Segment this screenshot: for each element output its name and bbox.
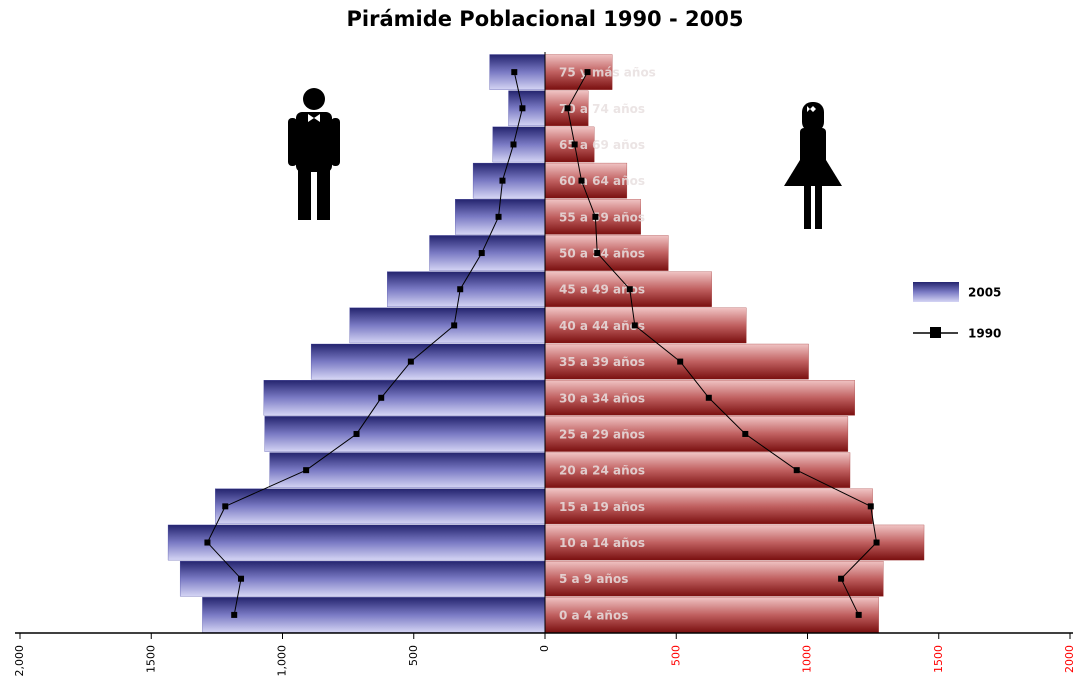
bar-male bbox=[264, 416, 546, 452]
marker-1990 bbox=[238, 575, 245, 582]
bar-female bbox=[544, 488, 873, 525]
bar-female bbox=[544, 235, 669, 271]
category-label: 15 a 19 años bbox=[559, 500, 645, 514]
bar-male bbox=[349, 307, 546, 344]
legend-label: 2005 bbox=[968, 286, 1001, 300]
x-tick-label: 500 bbox=[669, 645, 682, 666]
chart-title: Pirámide Poblacional 1990 - 2005 bbox=[347, 7, 744, 31]
category-label: 50 a 54 años bbox=[559, 247, 645, 261]
category-label: 75 y más años bbox=[559, 66, 656, 80]
marker-1990 bbox=[867, 503, 874, 510]
bar-female bbox=[544, 560, 884, 597]
marker-1990 bbox=[222, 503, 229, 510]
marker-1990 bbox=[564, 105, 571, 112]
male-icon bbox=[288, 88, 340, 220]
marker-1990 bbox=[571, 141, 578, 148]
category-label: 10 a 14 años bbox=[559, 536, 645, 550]
marker-1990 bbox=[231, 611, 238, 618]
bar-male bbox=[202, 597, 546, 633]
bar-male bbox=[215, 488, 546, 525]
marker-1990 bbox=[510, 141, 517, 148]
marker-1990 bbox=[578, 177, 585, 184]
marker-1990 bbox=[519, 105, 526, 112]
bar-male bbox=[310, 343, 546, 380]
bar-male bbox=[263, 380, 546, 416]
marker-1990 bbox=[873, 539, 880, 546]
x-tick-label: 1000 bbox=[801, 645, 814, 673]
x-tick-label: 0 bbox=[538, 645, 551, 652]
marker-1990 bbox=[838, 575, 845, 582]
bar-female bbox=[544, 597, 879, 633]
marker-1990 bbox=[457, 286, 464, 293]
bar-female bbox=[544, 416, 849, 452]
category-label: 35 a 39 años bbox=[559, 355, 645, 369]
legend-label: 1990 bbox=[968, 327, 1001, 341]
marker-1990 bbox=[584, 69, 591, 76]
marker-1990 bbox=[378, 394, 385, 401]
female-icon bbox=[784, 102, 842, 229]
marker-1990 bbox=[451, 322, 458, 329]
marker-1990 bbox=[511, 69, 518, 76]
x-tick-label: 1,000 bbox=[276, 645, 289, 677]
bar-female bbox=[544, 54, 613, 90]
bar-male bbox=[508, 90, 546, 127]
marker-1990 bbox=[407, 358, 414, 365]
legend-swatch-bar bbox=[913, 282, 959, 302]
category-label: 45 a 49 años bbox=[559, 283, 645, 297]
marker-1990 bbox=[594, 250, 601, 257]
marker-1990 bbox=[499, 177, 506, 184]
x-tick-label: 2000 bbox=[1063, 645, 1073, 673]
line-1990 bbox=[567, 71, 878, 616]
category-label: 70 a 74 años bbox=[559, 102, 645, 116]
x-tick-label: 1500 bbox=[932, 645, 945, 673]
category-label: 40 a 44 años bbox=[559, 319, 645, 333]
bar-male bbox=[472, 162, 546, 199]
x-tick-label: 2,000 bbox=[13, 645, 26, 677]
bar-female bbox=[544, 524, 925, 561]
category-label: 25 a 29 años bbox=[559, 427, 645, 441]
bar-male bbox=[492, 126, 546, 163]
marker-1990 bbox=[793, 467, 800, 474]
category-label: 0 a 4 años bbox=[559, 608, 628, 622]
marker-1990 bbox=[855, 611, 862, 618]
marker-1990 bbox=[705, 394, 712, 401]
legend-swatch-marker bbox=[930, 327, 941, 338]
category-label: 20 a 24 años bbox=[559, 464, 645, 478]
marker-1990 bbox=[353, 430, 360, 437]
bar-male bbox=[167, 524, 546, 561]
x-tick-label: 500 bbox=[407, 645, 420, 666]
bar-male bbox=[387, 271, 546, 307]
bar-male bbox=[179, 560, 546, 597]
category-label: 65 a 69 años bbox=[559, 138, 645, 152]
marker-1990 bbox=[677, 358, 684, 365]
bar-male bbox=[269, 452, 546, 488]
bar-female bbox=[544, 307, 747, 344]
marker-1990 bbox=[303, 467, 310, 474]
marker-1990 bbox=[478, 250, 485, 257]
category-label: 60 a 64 años bbox=[559, 174, 645, 188]
category-label: 30 a 34 años bbox=[559, 391, 645, 405]
marker-1990 bbox=[742, 430, 749, 437]
x-tick-label: 1500 bbox=[144, 645, 157, 673]
line-1990 bbox=[206, 71, 523, 615]
marker-1990 bbox=[626, 286, 633, 293]
bar-female bbox=[544, 126, 595, 163]
marker-1990 bbox=[495, 213, 502, 220]
marker-1990 bbox=[204, 539, 211, 546]
category-label: 55 a 59 años bbox=[559, 210, 645, 224]
category-label: 5 a 9 años bbox=[559, 572, 628, 586]
marker-1990 bbox=[592, 213, 599, 220]
marker-1990 bbox=[631, 322, 638, 329]
